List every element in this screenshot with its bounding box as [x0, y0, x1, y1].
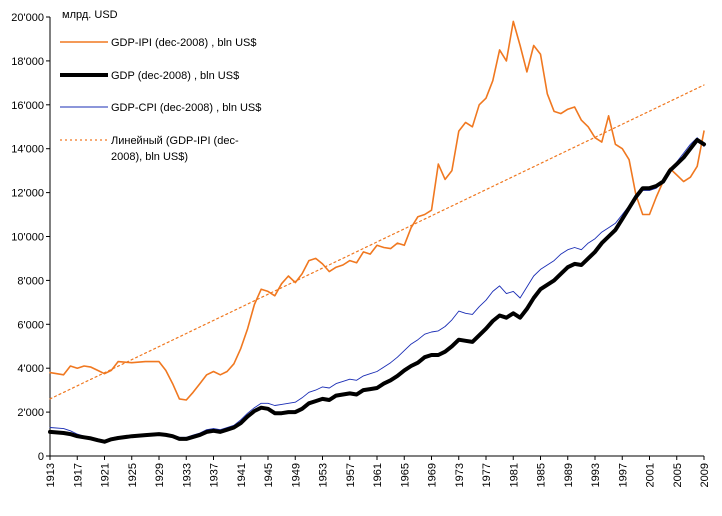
- x-tick-label: 1949: [290, 463, 302, 487]
- x-tick-label: 2001: [645, 463, 657, 487]
- x-tick-label: 1921: [100, 463, 112, 487]
- legend-label-1: GDP (dec-2008) , bln US$: [111, 70, 239, 82]
- x-tick-label: 1969: [427, 463, 439, 487]
- x-tick-label: 1913: [45, 463, 57, 487]
- x-tick-label: 1973: [454, 463, 466, 487]
- x-tick-label: 1961: [372, 463, 384, 487]
- x-tick-label: 1945: [263, 463, 275, 487]
- x-tick-label: 1925: [127, 463, 139, 487]
- x-tick-label: 1937: [209, 463, 221, 487]
- y-tick-label: 6'000: [17, 319, 44, 331]
- axes: 0 2'000 4'000 6'000 8'000 10'000 12'000 14'000 1…: [11, 12, 711, 487]
- y-tick-label: 8'000: [17, 275, 44, 287]
- legend-label-0: GDP-IPI (dec-2008) , bln US$: [111, 37, 257, 49]
- series-line-2: [49, 137, 705, 442]
- y-tick-label: 10'000: [11, 232, 44, 244]
- legend: GDP-IPI (dec-2008) , bln US$ GDP (dec-200…: [60, 37, 261, 163]
- x-tick-label: 1993: [590, 463, 602, 487]
- y-tick-label: 18'000: [11, 56, 44, 68]
- x-tick-label: 1917: [72, 463, 84, 487]
- y-tick-label: 14'000: [11, 144, 44, 156]
- x-tick-label: 1953: [318, 463, 330, 487]
- y-tick-label: 20'000: [11, 12, 44, 24]
- y-tick-label: 16'000: [11, 100, 44, 112]
- y-tick-label: 2'000: [17, 407, 44, 419]
- legend-label-3: Линейный (GDP-IPI (dec-2008), bln US$): [111, 135, 239, 163]
- x-tick-label: 1985: [536, 463, 548, 487]
- x-tick-label: 1941: [236, 463, 248, 487]
- series-line-0: [49, 20, 705, 401]
- x-tick-label: 1981: [508, 463, 520, 487]
- x-tick-label: 1957: [345, 463, 357, 487]
- x-tick-label: 2005: [672, 463, 684, 487]
- x-tick-label: 2009: [699, 463, 711, 487]
- y-tick-label: 4'000: [17, 363, 44, 375]
- x-tick-label: 1977: [481, 463, 493, 487]
- series-line-3: [49, 84, 705, 400]
- y-tick-label: 0: [38, 451, 44, 463]
- x-tick-label: 1997: [617, 463, 629, 487]
- y-tick-label: 12'000: [11, 188, 44, 200]
- legend-label-2: GDP-CPI (dec-2008) , bln US$: [111, 102, 261, 114]
- x-tick-label: 1989: [563, 463, 575, 487]
- x-tick-label: 1929: [154, 463, 166, 487]
- x-tick-label: 1933: [181, 463, 193, 487]
- series-layer: [48, 20, 706, 444]
- series-line-1: [48, 137, 706, 444]
- x-tick-label: 1965: [399, 463, 411, 487]
- unit-label: млрд. USD: [62, 9, 118, 21]
